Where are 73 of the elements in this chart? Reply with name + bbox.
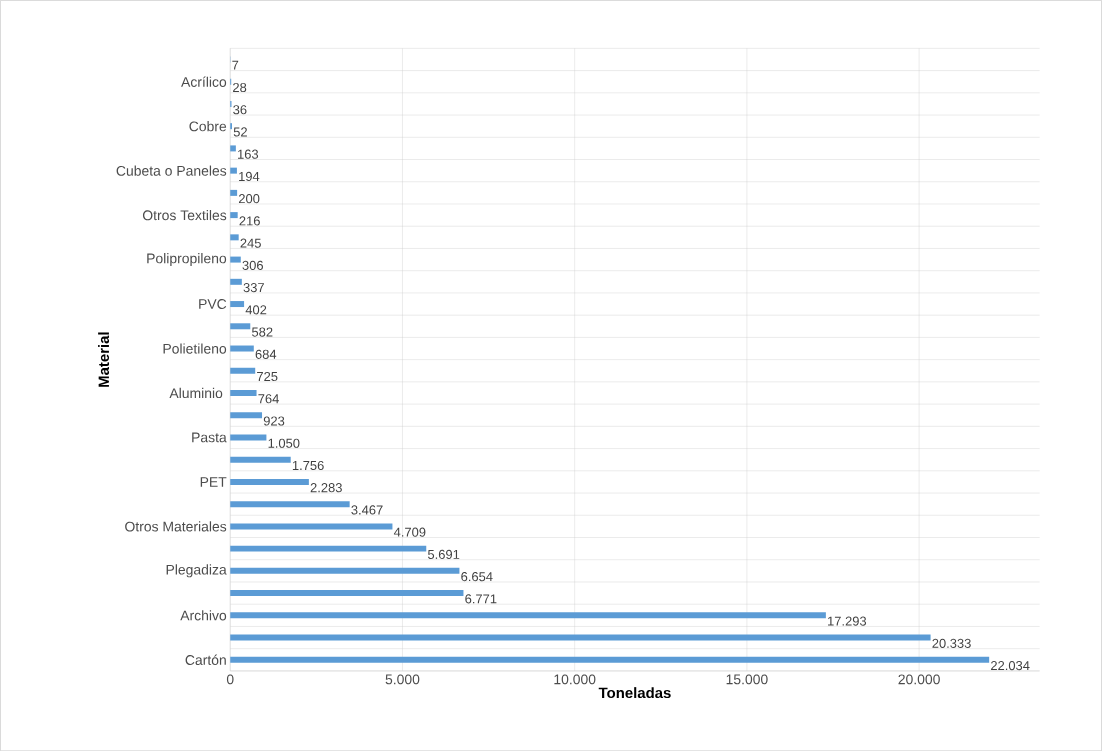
- y-tick-label: Plegadiza: [166, 564, 227, 578]
- data-label: 20.333: [932, 638, 971, 648]
- data-label: 2.283: [310, 482, 342, 493]
- y-tick-label: Polietileno: [163, 343, 227, 354]
- bar: [230, 345, 254, 352]
- data-label: 245: [240, 238, 261, 248]
- data-label: 194: [239, 171, 260, 181]
- bar: [230, 211, 238, 218]
- data-label: 17.293: [828, 616, 867, 626]
- data-label: 764: [258, 394, 279, 404]
- y-tick-label: Polipropileno: [147, 252, 227, 266]
- bar: [230, 612, 826, 619]
- data-label: 200: [238, 193, 260, 204]
- x-tick-label: 5.000: [385, 674, 420, 685]
- data-label: 7: [232, 60, 239, 70]
- bar: [230, 300, 245, 307]
- bar: [230, 389, 257, 396]
- data-label: 684: [255, 349, 277, 359]
- bar: [230, 545, 427, 552]
- y-tick-label: Cubeta o Paneles: [116, 165, 227, 176]
- bar: [230, 523, 393, 530]
- data-label: 1.050: [268, 438, 300, 448]
- x-tick-label: 10.000: [554, 674, 596, 685]
- bar: [230, 634, 931, 641]
- y-tick-label: Acrílico: [181, 76, 227, 87]
- data-label: 36: [233, 105, 247, 115]
- bar: [230, 456, 291, 463]
- data-label: 3.467: [351, 505, 383, 515]
- data-label: 306: [242, 260, 263, 270]
- x-tick-label: 0: [226, 674, 234, 685]
- data-label: 337: [243, 282, 264, 293]
- data-label: 216: [239, 216, 260, 226]
- y-tick-label: Otros Textiles: [142, 209, 227, 221]
- x-axis-title: Toneladas: [598, 687, 671, 698]
- data-label: 28: [233, 82, 247, 92]
- x-tick-label: 15.000: [726, 674, 768, 685]
- y-tick-label: Archivo: [180, 610, 227, 621]
- y-tick-label: PVC: [199, 298, 227, 309]
- data-label: 5.691: [427, 549, 460, 559]
- x-tick-label: 20.000: [898, 674, 940, 685]
- bar: [230, 278, 242, 285]
- data-label: 725: [257, 371, 278, 381]
- data-label: 6.771: [465, 594, 497, 604]
- bar: [230, 434, 267, 441]
- y-axis-title: Material: [98, 332, 110, 387]
- bar: [230, 478, 309, 485]
- bar: [230, 367, 256, 374]
- bar: [230, 234, 239, 241]
- bar: [230, 323, 251, 330]
- data-label: 923: [263, 416, 285, 426]
- bar: [230, 567, 460, 574]
- bar: [230, 256, 241, 263]
- bar: [230, 167, 237, 174]
- data-label: 1.756: [292, 460, 324, 470]
- data-label: 402: [245, 305, 267, 315]
- y-tick-label: Aluminio: [169, 387, 223, 398]
- bar: [230, 501, 350, 508]
- y-tick-label: PET: [200, 477, 227, 487]
- y-tick-label: Pasta: [192, 432, 227, 443]
- data-label: 6.654: [461, 571, 493, 582]
- data-label: 582: [251, 327, 273, 337]
- bar: [230, 656, 990, 663]
- data-label: 163: [238, 149, 259, 159]
- bar: [230, 189, 238, 196]
- data-label: 22.034: [991, 660, 1030, 671]
- y-tick-label: Cartón: [185, 654, 226, 665]
- bar: [230, 145, 236, 152]
- data-label: 4.709: [393, 527, 426, 537]
- bar: [230, 412, 263, 419]
- y-tick-label: Otros Materiales: [125, 521, 227, 532]
- y-tick-label: Cobre: [189, 120, 227, 132]
- bar: [230, 589, 464, 596]
- data-label: 52: [233, 127, 247, 137]
